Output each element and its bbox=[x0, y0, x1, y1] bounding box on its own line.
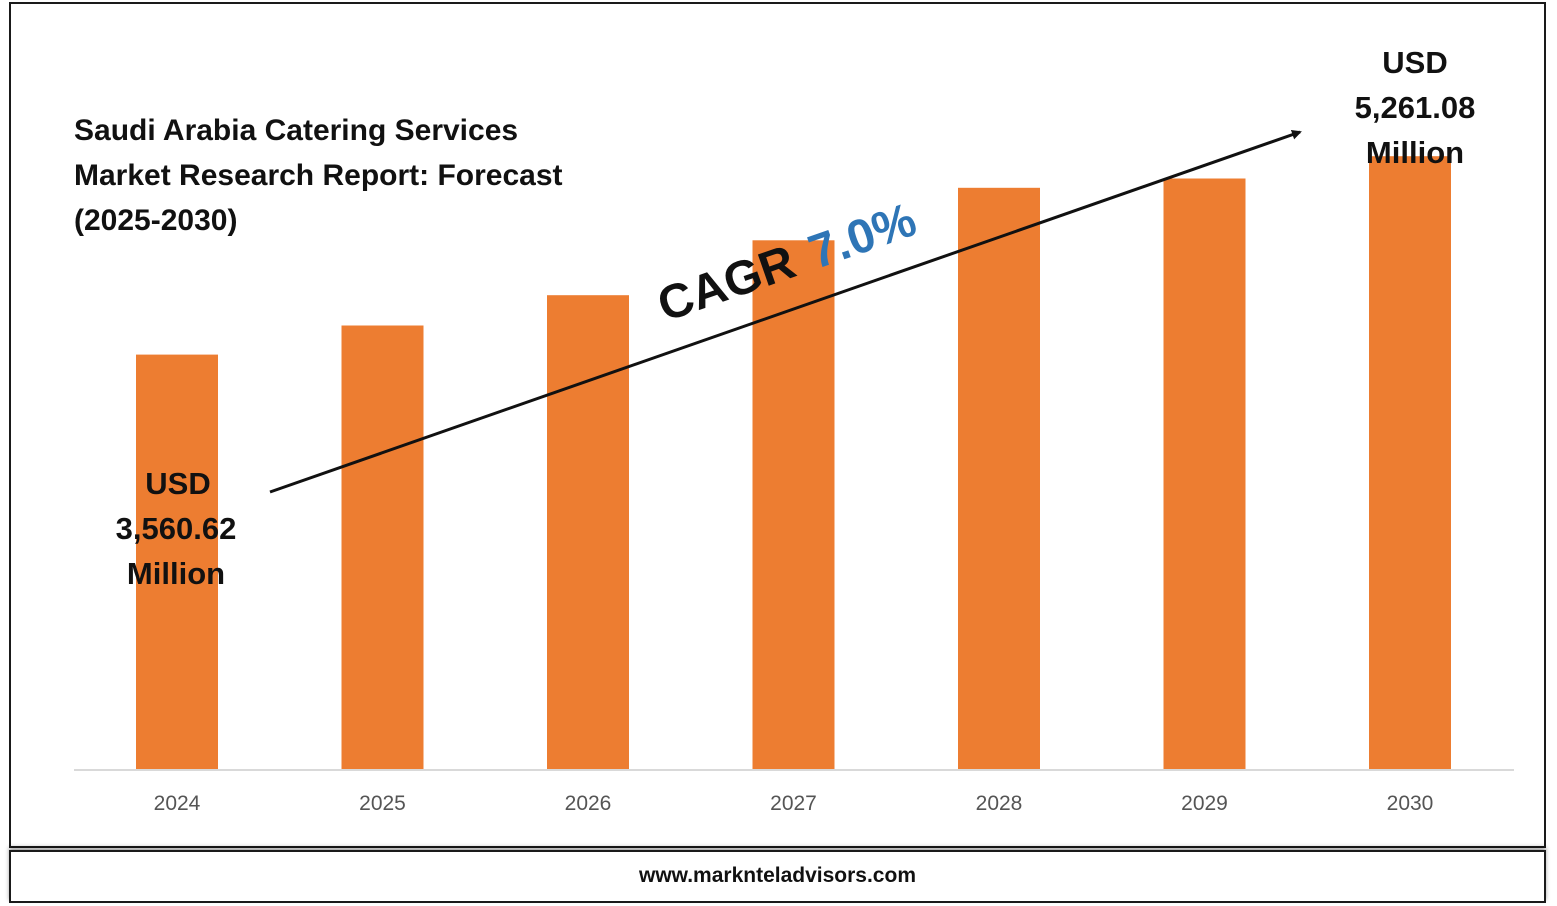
bar-2024 bbox=[136, 354, 218, 770]
x-tick-label-2027: 2027 bbox=[770, 792, 817, 815]
cagr-arrow bbox=[269, 129, 1302, 494]
x-tick-label-2029: 2029 bbox=[1181, 792, 1228, 815]
end-annotation-currency: USD bbox=[1382, 45, 1447, 80]
footer-url: www.marknteladvisors.com bbox=[639, 864, 916, 887]
chart-title-line-3: (2025-2030) bbox=[74, 204, 238, 237]
bar-2025 bbox=[341, 325, 424, 770]
end-value-annotation: USD 5,261.08 Million bbox=[1355, 45, 1476, 170]
bar-series bbox=[136, 156, 1451, 771]
chart-title-line-2: Market Research Report: Forecast bbox=[74, 159, 563, 192]
bar-2026 bbox=[547, 295, 629, 770]
x-tick-label-2028: 2028 bbox=[976, 792, 1023, 815]
x-tick-label-2025: 2025 bbox=[359, 792, 406, 815]
bar-2029 bbox=[1163, 178, 1246, 770]
chart-title: Saudi Arabia Catering Services Market Re… bbox=[74, 108, 634, 243]
start-annotation-unit: Million bbox=[127, 556, 225, 591]
bar-2027 bbox=[752, 240, 835, 771]
footer: www.marknteladvisors.com bbox=[9, 850, 1546, 903]
x-tick-label-2030: 2030 bbox=[1387, 792, 1434, 815]
start-value-annotation: USD 3,560.62 Million bbox=[116, 466, 237, 591]
x-tick-labels: 2024 2025 2026 2027 2028 2029 2030 bbox=[154, 792, 1434, 815]
end-annotation-unit: Million bbox=[1366, 135, 1464, 170]
start-annotation-currency: USD bbox=[145, 466, 210, 501]
start-annotation-value: 3,560.62 bbox=[116, 511, 237, 546]
cagr-value: 7.0% bbox=[802, 193, 923, 279]
x-tick-label-2024: 2024 bbox=[154, 792, 201, 815]
bar-2030 bbox=[1369, 156, 1451, 770]
x-tick-label-2026: 2026 bbox=[565, 792, 612, 815]
bar-chart: 2024 2025 2026 2027 2028 2029 2030 CAGR 7.0% U… bbox=[74, 45, 1514, 815]
bar-2028 bbox=[958, 187, 1040, 771]
end-annotation-value: 5,261.08 bbox=[1355, 90, 1476, 125]
chart-title-line-1: Saudi Arabia Catering Services bbox=[74, 114, 519, 147]
